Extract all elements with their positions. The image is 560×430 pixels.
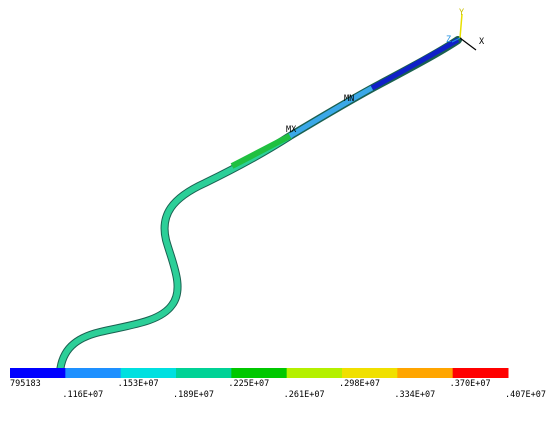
legend-label: 795183: [10, 379, 41, 389]
legend-label: .189E+07: [173, 390, 214, 400]
legend-label: .153E+07: [118, 379, 159, 389]
background: [0, 0, 560, 430]
legend-swatch: [453, 368, 509, 378]
legend-swatch: [10, 368, 66, 378]
triad-z-label: Z: [446, 35, 451, 45]
legend-label: .334E+07: [394, 390, 435, 400]
legend-swatch: [65, 368, 121, 378]
legend-label: .407E+07: [505, 390, 546, 400]
page: MN MX Y Z X 795183 .116E+07 .153E+07 .189E+…: [0, 0, 560, 430]
legend-label: .225E+07: [228, 379, 269, 389]
plot-window: MN MX Y Z X 795183 .116E+07 .153E+07 .189E+…: [0, 0, 560, 430]
legend-label: .298E+07: [339, 379, 380, 389]
legend-label: .370E+07: [450, 379, 491, 389]
legend-swatch: [342, 368, 398, 378]
legend-swatch: [176, 368, 232, 378]
max-marker: MX: [286, 125, 297, 135]
triad-x-label: X: [479, 37, 485, 47]
legend-swatch: [287, 368, 343, 378]
legend-swatch: [231, 368, 287, 378]
min-marker: MN: [344, 94, 354, 104]
triad-y-label: Y: [459, 8, 464, 18]
legend-swatch: [397, 368, 453, 378]
legend-label: .261E+07: [284, 390, 325, 400]
legend-swatch: [121, 368, 177, 378]
legend-label: .116E+07: [62, 390, 103, 400]
